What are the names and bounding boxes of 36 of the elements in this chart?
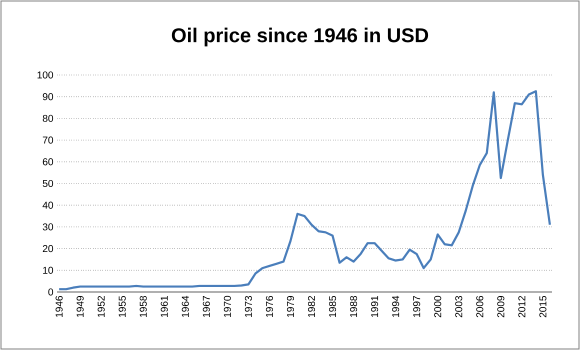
chart-title: Oil price since 1946 in USD — [172, 28, 428, 46]
y-tick-label: 70 — [42, 136, 54, 144]
x-tick-label: 1982 — [308, 296, 316, 317]
x-tick-label: 2012 — [518, 296, 526, 318]
x-tick-label: 1958 — [140, 296, 147, 317]
x-tick-label: 1973 — [244, 296, 252, 317]
x-tick-label: 1946 — [56, 296, 63, 317]
x-tick-label: 1949 — [76, 296, 84, 317]
x-tick-label: 1994 — [392, 296, 400, 317]
x-tick-label: 1988 — [350, 296, 358, 317]
x-tick-label: 2000 — [434, 296, 442, 318]
x-tick-label: 1967 — [202, 296, 210, 317]
x-tick-label: 1970 — [224, 296, 231, 317]
x-tick-label: 2015 — [539, 296, 546, 318]
y-tick-label: 40 — [42, 202, 54, 209]
y-tick-label: 30 — [42, 223, 54, 230]
y-tick-label: 0 — [48, 288, 54, 296]
x-tick-label: 1952 — [98, 296, 105, 317]
x-tick-label: 1964 — [182, 296, 189, 317]
y-tick-label: 20 — [42, 245, 54, 252]
x-tick-label: 2009 — [497, 296, 504, 318]
y-tick-label: 90 — [42, 93, 54, 100]
y-tick-label: 80 — [42, 114, 54, 122]
x-tick-label: 2003 — [455, 296, 462, 318]
x-tick-label: 1955 — [118, 296, 126, 317]
y-tick-label: 10 — [43, 266, 54, 274]
x-tick-label: 1961 — [160, 296, 168, 317]
x-tick-label: 1985 — [329, 296, 336, 317]
y-tick-label: 60 — [42, 158, 54, 166]
x-tick-label: 1991 — [371, 296, 378, 317]
y-tick-label: 50 — [42, 180, 54, 188]
y-tick-label: 100 — [38, 71, 54, 79]
x-tick-label: 1976 — [266, 296, 273, 317]
x-tick-label: 1979 — [286, 296, 294, 317]
x-tick-label: 2006 — [476, 296, 484, 318]
x-tick-label: 1997 — [413, 296, 420, 317]
